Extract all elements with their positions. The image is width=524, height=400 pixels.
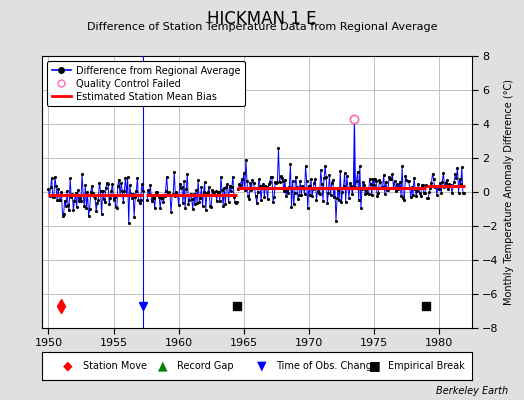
Text: Station Move: Station Move [83,361,147,371]
Y-axis label: Monthly Temperature Anomaly Difference (°C): Monthly Temperature Anomaly Difference (… [504,79,514,305]
Text: Empirical Break: Empirical Break [388,361,465,371]
Text: ▼: ▼ [257,360,266,372]
Text: Record Gap: Record Gap [177,361,234,371]
Legend: Difference from Regional Average, Quality Control Failed, Estimated Station Mean: Difference from Regional Average, Qualit… [47,61,245,106]
Text: Difference of Station Temperature Data from Regional Average: Difference of Station Temperature Data f… [87,22,437,32]
Text: Berkeley Earth: Berkeley Earth [436,386,508,396]
Text: ◆: ◆ [63,360,73,372]
Text: ▲: ▲ [158,360,168,372]
Text: HICKMAN 1 E: HICKMAN 1 E [208,10,316,28]
Text: Time of Obs. Change: Time of Obs. Change [276,361,378,371]
Text: ■: ■ [368,360,380,372]
